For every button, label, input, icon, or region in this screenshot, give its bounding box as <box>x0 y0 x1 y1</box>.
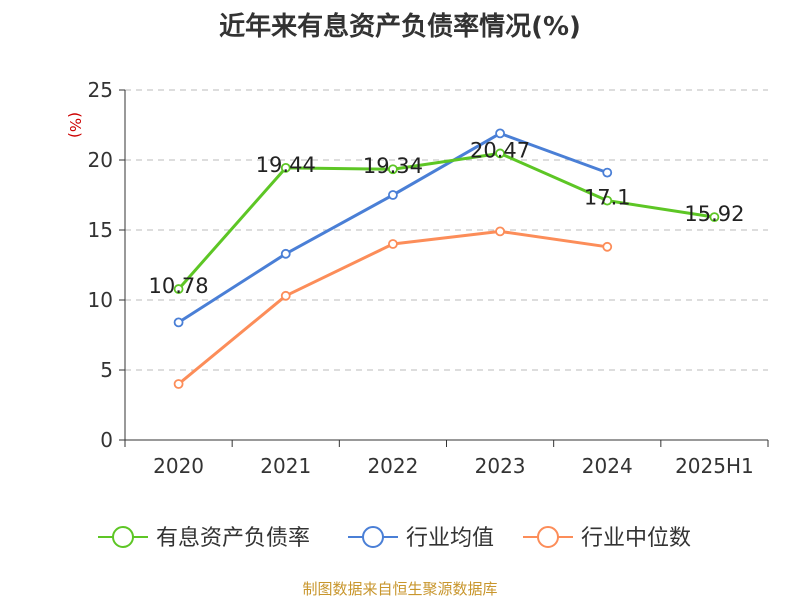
data-point <box>173 284 184 294</box>
series-layer <box>173 128 720 389</box>
data-point <box>602 195 613 206</box>
data-point <box>495 226 505 237</box>
data-point <box>709 212 720 223</box>
series-line <box>177 151 715 291</box>
data-labels: 10.78 19.44 19.34 20.47 17.1 15.92 <box>149 138 745 298</box>
data-point <box>280 162 291 173</box>
y-axis-label: (%) <box>66 112 84 138</box>
data-point <box>602 241 613 252</box>
y-tick-label: 25 <box>88 78 113 102</box>
legend-label: 行业均值 <box>406 526 494 551</box>
legend-marker <box>537 526 559 548</box>
y-tick-label: 5 <box>100 358 113 382</box>
data-point <box>388 164 398 175</box>
x-tick-label: 2023 <box>475 454 526 478</box>
x-tick-label: 2020 <box>153 454 204 478</box>
x-tick-label: 2024 <box>582 454 633 478</box>
data-label: 19.34 <box>363 154 423 178</box>
data-label: 19.44 <box>256 153 316 177</box>
legend-marker <box>362 526 384 548</box>
data-label: 10.78 <box>149 274 209 298</box>
y-tick-label: 10 <box>88 288 113 312</box>
data-point <box>173 379 184 389</box>
data-point <box>388 239 398 249</box>
data-point <box>495 128 505 139</box>
data-point <box>173 317 184 328</box>
y-tick-label: 20 <box>88 148 113 172</box>
x-tick-label: 2021 <box>260 454 311 478</box>
legend-marker <box>112 526 134 548</box>
legend-label: 行业中位数 <box>581 526 691 551</box>
y-tick-label: 15 <box>88 218 113 242</box>
legend-label: 有息资产负债率 <box>156 526 310 551</box>
data-label: 15.92 <box>684 202 744 226</box>
y-tick-label: 0 <box>100 428 113 452</box>
source-note: 制图数据来自恒生聚源数据库 <box>302 580 498 598</box>
axes: 0 5 10 15 20 25(%) 2020 2021 2022 2023 2024 2025H1 <box>66 78 769 478</box>
data-point <box>602 167 613 178</box>
chart-title: 近年来有息资产负债率情况(%) <box>219 12 581 42</box>
data-point <box>495 148 505 159</box>
x-tick-label: 2022 <box>367 454 418 478</box>
data-point <box>280 248 291 259</box>
data-label: 17.1 <box>584 186 631 210</box>
data-point <box>280 290 291 301</box>
series-line <box>177 229 608 386</box>
legend: 有息资产负债率 行业均值 行业中位数 <box>98 526 691 551</box>
grid-lines <box>125 89 768 371</box>
x-tick-label: 2025H1 <box>675 454 754 478</box>
data-label: 20.47 <box>470 138 530 162</box>
data-point <box>388 190 398 200</box>
